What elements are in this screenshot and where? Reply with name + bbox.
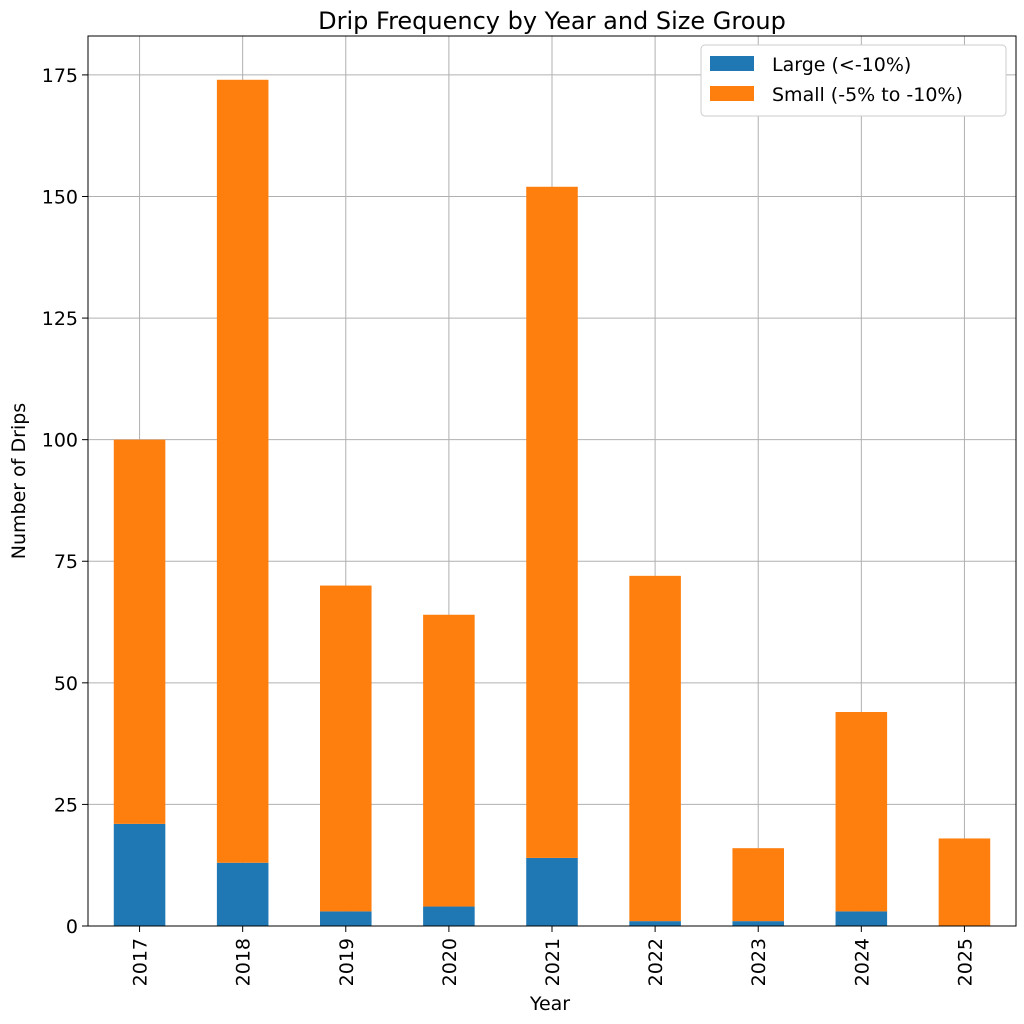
x-tick-label-2019: 2019 xyxy=(336,938,358,986)
y-tick-label-125: 125 xyxy=(42,308,78,330)
bar-2017-small xyxy=(113,439,166,824)
bar-2020-small xyxy=(423,614,475,907)
x-tick-label-2024: 2024 xyxy=(851,938,873,986)
y-tick-label-75: 75 xyxy=(54,551,78,573)
y-tick-label-100: 100 xyxy=(42,430,78,452)
bars-group xyxy=(113,79,991,926)
y-axis-ticks: 0 25 50 75 100 125 150 175 xyxy=(42,65,88,938)
x-tick-label-2025: 2025 xyxy=(954,938,976,986)
x-tick-label-2023: 2023 xyxy=(748,938,770,986)
legend-label-small: Small (-5% to -10%) xyxy=(772,84,963,106)
bar-2024-large xyxy=(835,911,888,926)
chart-title: Drip Frequency by Year and Size Group xyxy=(318,7,786,35)
x-tick-label-2017: 2017 xyxy=(130,938,152,986)
bar-2021-small xyxy=(526,186,578,858)
bar-2024-small xyxy=(835,712,888,912)
bar-2023-small xyxy=(732,848,784,922)
legend-swatch-large xyxy=(710,56,754,71)
y-tick-label-150: 150 xyxy=(42,186,78,208)
bar-2019-large xyxy=(320,911,372,926)
bar-2022-small xyxy=(629,575,681,922)
x-tick-label-2020: 2020 xyxy=(439,938,461,986)
x-axis-ticks: 2017 2018 2019 2020 2021 2022 2023 2024 2025 xyxy=(130,926,976,986)
bar-2019-small xyxy=(320,585,372,912)
legend-label-large: Large (<-10%) xyxy=(772,54,911,76)
legend: Large (<-10%) Small (-5% to -10%) xyxy=(700,44,1007,117)
x-axis-label: Year xyxy=(529,993,570,1015)
bar-2025-small xyxy=(938,838,991,926)
bar-2023-large xyxy=(732,921,784,926)
x-tick-label-2022: 2022 xyxy=(645,938,667,986)
bar-2018-large xyxy=(216,862,269,926)
legend-swatch-small xyxy=(710,86,754,101)
legend-box xyxy=(700,44,1007,117)
x-tick-label-2021: 2021 xyxy=(542,938,564,986)
y-tick-label-0: 0 xyxy=(66,916,78,938)
bar-2022-large xyxy=(629,921,681,926)
x-tick-label-2018: 2018 xyxy=(233,938,255,986)
bar-2018-small xyxy=(216,79,269,863)
bar-2020-large xyxy=(423,906,475,926)
bar-2021-large xyxy=(526,857,578,926)
y-tick-label-175: 175 xyxy=(42,65,78,87)
y-tick-label-50: 50 xyxy=(54,673,78,695)
y-axis-label: Number of Drips xyxy=(8,403,30,559)
bar-2017-large xyxy=(113,823,166,926)
y-tick-label-25: 25 xyxy=(54,794,78,816)
